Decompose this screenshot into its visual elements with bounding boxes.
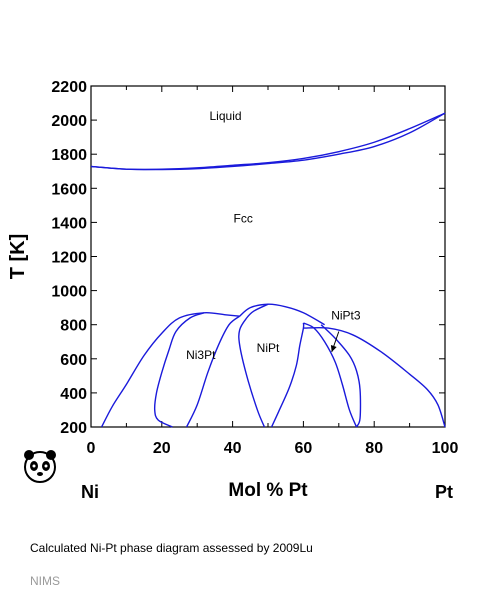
phase-label: Ni3Pt [186,348,216,362]
phase-boundary-solidus [90,112,446,171]
y-tick-label: 2000 [51,113,87,130]
annotation-arrow-head [330,345,337,352]
y-tick-label: 400 [60,386,87,403]
panda-icon [24,450,56,483]
x-tick-label: 20 [153,440,171,457]
y-tick-label: 1000 [51,284,87,301]
y-axis-label: T [K] [7,234,29,280]
credit-text: NIMS [30,574,60,588]
phase-boundary-liquidus [90,112,446,171]
x-tick-label: 40 [224,440,242,457]
phase-label: NiPt [257,341,280,355]
y-tick-label: 1400 [51,215,87,232]
left-element-label: Ni [81,482,99,502]
y-tick-label: 200 [60,420,87,437]
figure-caption: Calculated Ni-Pt phase diagram assessed … [30,541,313,555]
x-axis-label: Mol % Pt [228,480,308,501]
x-tick-label: 60 [295,440,313,457]
x-tick-label: 100 [432,440,459,457]
phase-boundary-Ni3Pt-dome [100,311,240,428]
phase-boundary-NiPt-left [238,303,269,428]
phase-boundary-Ni3Pt-left [153,312,205,428]
phase-boundary-NiPt-right [270,322,305,428]
phase-label: Fcc [234,211,253,225]
x-tick-label: 0 [87,440,96,457]
phase-boundary-Pt-fcc-boundary [303,326,446,428]
phase-boundary-NiPt3-right [320,324,362,428]
plot-frame [90,85,446,428]
phase-boundary-NiPt3-left [303,322,358,428]
phase-boundary-Ni3Pt-right [185,315,241,428]
phase-label: Liquid [210,109,242,123]
y-tick-label: 1600 [51,181,87,198]
x-tick-label: 80 [365,440,383,457]
right-element-label: Pt [435,482,453,502]
phase-label: NiPt3 [331,309,361,323]
y-tick-label: 800 [60,318,87,335]
phase-boundary-NiPt-dome [239,303,325,326]
y-tick-label: 1200 [51,250,87,267]
y-tick-label: 600 [60,352,87,369]
y-tick-label: 2200 [51,79,87,96]
y-tick-label: 1800 [51,147,87,164]
